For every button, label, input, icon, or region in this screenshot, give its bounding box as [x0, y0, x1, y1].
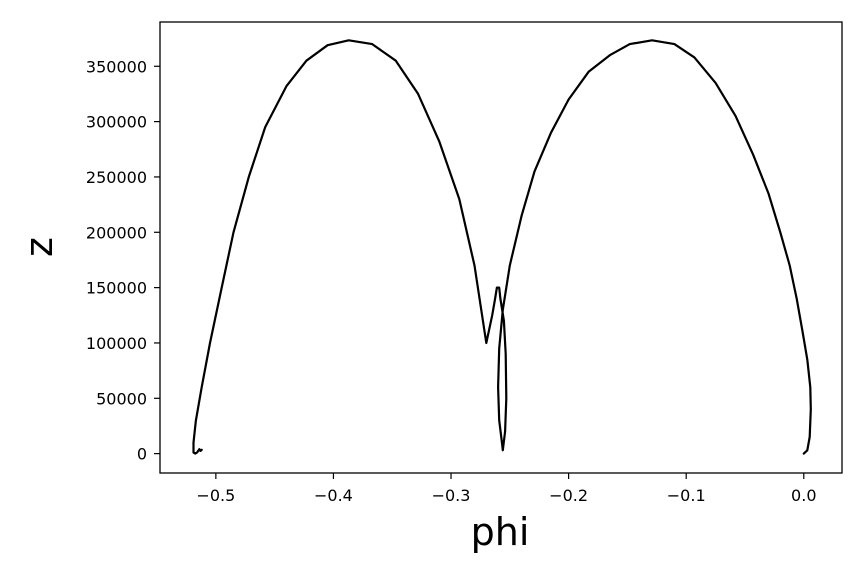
plot-area — [192, 39, 812, 455]
x-tick-label: −0.1 — [667, 486, 706, 505]
x-tick-label: −0.4 — [314, 486, 353, 505]
y-tick-label: 0 — [137, 445, 147, 464]
y-tick-label: 200000 — [86, 223, 147, 242]
y-tick-label: 350000 — [86, 57, 147, 76]
x-axis-title: phi — [471, 510, 530, 554]
y-axis: 0 50000 100000 150000 200000 250000 300000 3500… — [86, 57, 160, 464]
series-line-0 — [192, 39, 812, 455]
x-tick-label: −0.3 — [432, 486, 471, 505]
y-tick-label: 50000 — [96, 389, 147, 408]
x-axis: −0.5 −0.4 −0.3 −0.2 −0.1 0.0 — [196, 473, 817, 505]
y-tick-label: 100000 — [86, 334, 147, 353]
plot-frame — [159, 21, 843, 474]
x-tick-label: −0.2 — [549, 486, 588, 505]
y-axis-title: z — [17, 237, 61, 257]
y-tick-label: 300000 — [86, 113, 147, 132]
x-tick-label: 0.0 — [791, 486, 816, 505]
y-tick-label: 150000 — [86, 279, 147, 298]
y-tick-label: 250000 — [86, 168, 147, 187]
x-tick-label: −0.5 — [196, 486, 235, 505]
